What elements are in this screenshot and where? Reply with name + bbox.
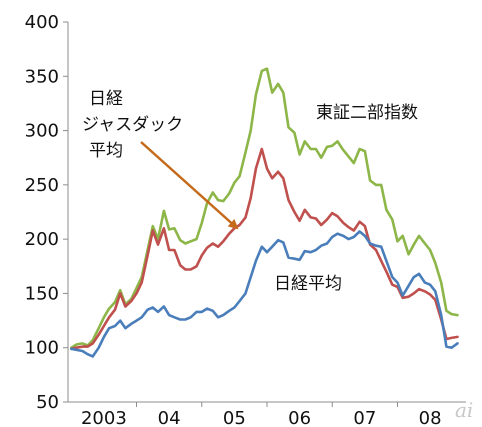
label-jasdaq-line-1: 日経 bbox=[89, 89, 123, 109]
series-line-jasdaq-average-line bbox=[70, 147, 459, 351]
annotation-arrow bbox=[140, 141, 239, 230]
x-axis-ticks: 2003 04 05 06 07 08 bbox=[81, 402, 442, 427]
y-tick-label: 50 bbox=[36, 392, 59, 413]
x-tick-label: 06 bbox=[288, 408, 311, 427]
x-tick-label: 08 bbox=[419, 408, 442, 427]
label-jasdaq-line-2: ジャスダック bbox=[82, 115, 183, 135]
label-tse2-index: 東証二部指数 bbox=[316, 103, 418, 123]
series-line-tse2-index-line bbox=[70, 67, 459, 349]
label-nikkei-average: 日経平均 bbox=[274, 274, 342, 294]
y-tick-label: 400 bbox=[25, 12, 59, 33]
x-tick-label: 2003 bbox=[81, 408, 127, 427]
series-lines bbox=[70, 67, 459, 358]
watermark-logo: ai bbox=[455, 398, 473, 422]
label-jasdaq-line-3: 平均 bbox=[89, 141, 123, 161]
axes bbox=[67, 22, 466, 403]
x-tick-label: 07 bbox=[353, 408, 376, 427]
y-tick-label: 250 bbox=[25, 175, 59, 196]
x-tick-label: 05 bbox=[223, 408, 246, 427]
y-tick-label: 350 bbox=[25, 66, 59, 87]
x-tick-label: 04 bbox=[158, 408, 181, 427]
y-tick-label: 200 bbox=[25, 229, 59, 250]
y-tick-label: 150 bbox=[25, 283, 59, 304]
y-axis-ticks: 50 100 150 200 250 300 350 400 bbox=[25, 12, 68, 413]
series-line-nikkei-average-line bbox=[70, 230, 459, 358]
y-tick-label: 100 bbox=[25, 338, 59, 359]
y-tick-label: 300 bbox=[25, 121, 59, 142]
